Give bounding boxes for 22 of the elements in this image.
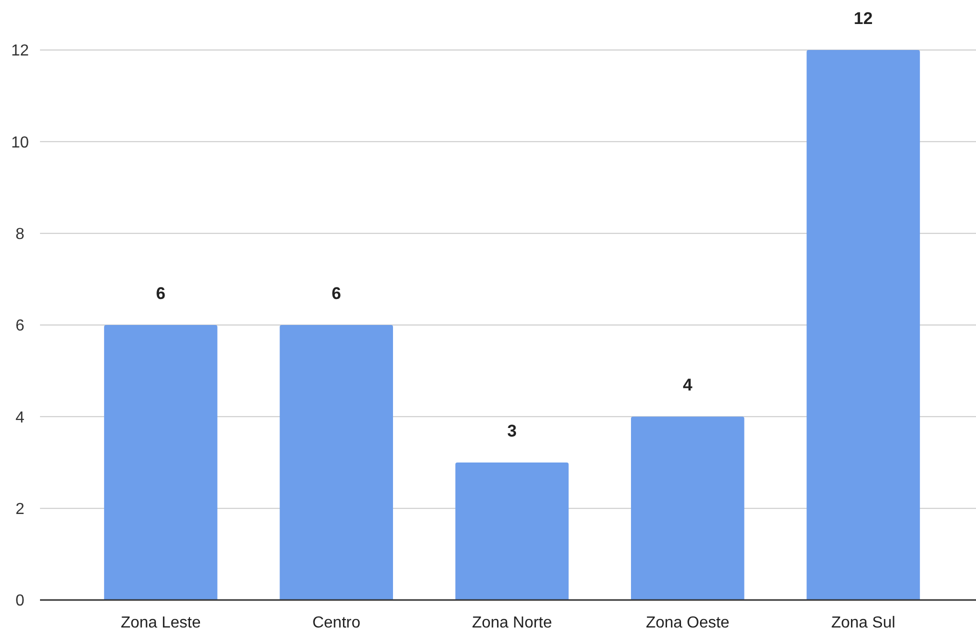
bar	[455, 462, 569, 600]
data-label: 12	[854, 9, 873, 28]
x-tick-label: Zona Leste	[120, 614, 201, 632]
y-tick-label: 2	[16, 500, 25, 518]
data-label: 3	[507, 422, 517, 440]
data-label: 6	[156, 284, 166, 303]
y-tick-label: 12	[11, 42, 29, 60]
x-tick-label: Zona Oeste	[646, 614, 730, 632]
y-tick-label: 10	[11, 134, 29, 152]
bar	[280, 325, 394, 600]
bar	[630, 416, 744, 600]
y-tick-label: 6	[16, 318, 25, 335]
data-label: 4	[682, 376, 693, 395]
bar	[806, 50, 920, 600]
x-tick-label: Zona Sul	[831, 614, 896, 632]
x-tick-label: Zona Norte	[472, 614, 552, 632]
bar	[104, 325, 218, 600]
x-tick-label: Centro	[312, 614, 360, 632]
y-tick-label: 4	[16, 409, 25, 426]
data-label: 6	[332, 284, 342, 303]
y-tick-label: 8	[16, 226, 25, 243]
y-tick-label: 0	[16, 592, 25, 610]
